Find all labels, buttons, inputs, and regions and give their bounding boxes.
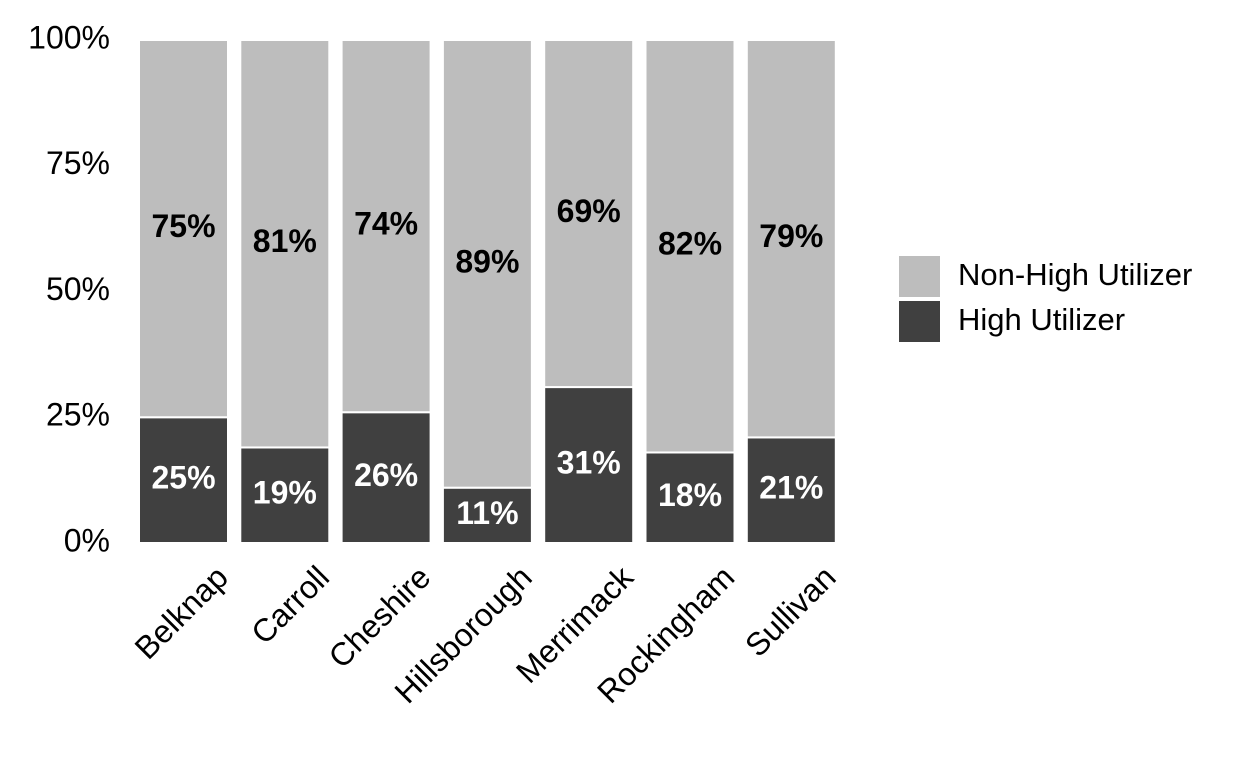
bar-segment-high-utilizer [441,486,533,545]
y-tick-label: 25% [46,397,110,433]
bar-value-label: 69% [557,193,621,229]
y-tick-label: 0% [64,522,110,558]
y-axis: 0% 25% 50% 75% 100% [28,19,110,558]
bar-segment-non-high-utilizer [543,39,635,389]
bar-value-label: 18% [658,477,722,513]
bar-value-label: 11% [456,495,518,531]
bar-value-label: 75% [151,208,215,244]
y-tick-label: 50% [46,271,110,307]
legend-label: Non-High Utilizer [958,257,1192,292]
x-tick-label: Carroll [244,559,336,651]
bar-value-label: 89% [455,243,519,279]
x-tick-label: Sullivan [738,559,843,664]
legend: Non-High Utilizer High Utilizer [899,256,1192,342]
bar-segment-high-utilizer [745,436,837,544]
bar-segment-high-utilizer [138,416,229,544]
bar-segment-non-high-utilizer [745,39,837,439]
bar-value-label: 19% [253,475,317,511]
bar-value-label: 74% [354,206,418,242]
legend-swatch [899,301,940,342]
bars-group: 25% 75% 19% 81% 26% 74% 11% 89% 31% 69% 18% 82% 21% 7… [138,39,837,545]
bar-value-label: 79% [759,218,823,254]
y-tick-label: 100% [28,19,110,55]
bar-segment-non-high-utilizer [441,39,533,489]
bar-segment-non-high-utilizer [644,39,736,454]
bar-value-label: 82% [658,226,722,262]
bar-segment-high-utilizer [644,451,736,544]
x-tick-label: Belknap [128,559,235,666]
bar-value-label: 81% [253,223,317,259]
bar-value-label: 21% [759,470,823,506]
bar-value-label: 26% [354,457,418,493]
legend-swatch [899,256,940,297]
bar-segment-non-high-utilizer [138,39,229,419]
bar-segment-high-utilizer [543,386,635,544]
bar-value-label: 25% [151,460,215,496]
bar-segment-non-high-utilizer [340,39,432,414]
bar-segment-non-high-utilizer [239,39,331,449]
legend-label: High Utilizer [958,302,1125,337]
y-tick-label: 75% [46,145,110,181]
x-axis: Belknap CarrollCheshireHillsboroughMerrim… [128,558,843,710]
bar-value-label: 31% [557,444,621,480]
bar-segment-high-utilizer [340,411,432,544]
